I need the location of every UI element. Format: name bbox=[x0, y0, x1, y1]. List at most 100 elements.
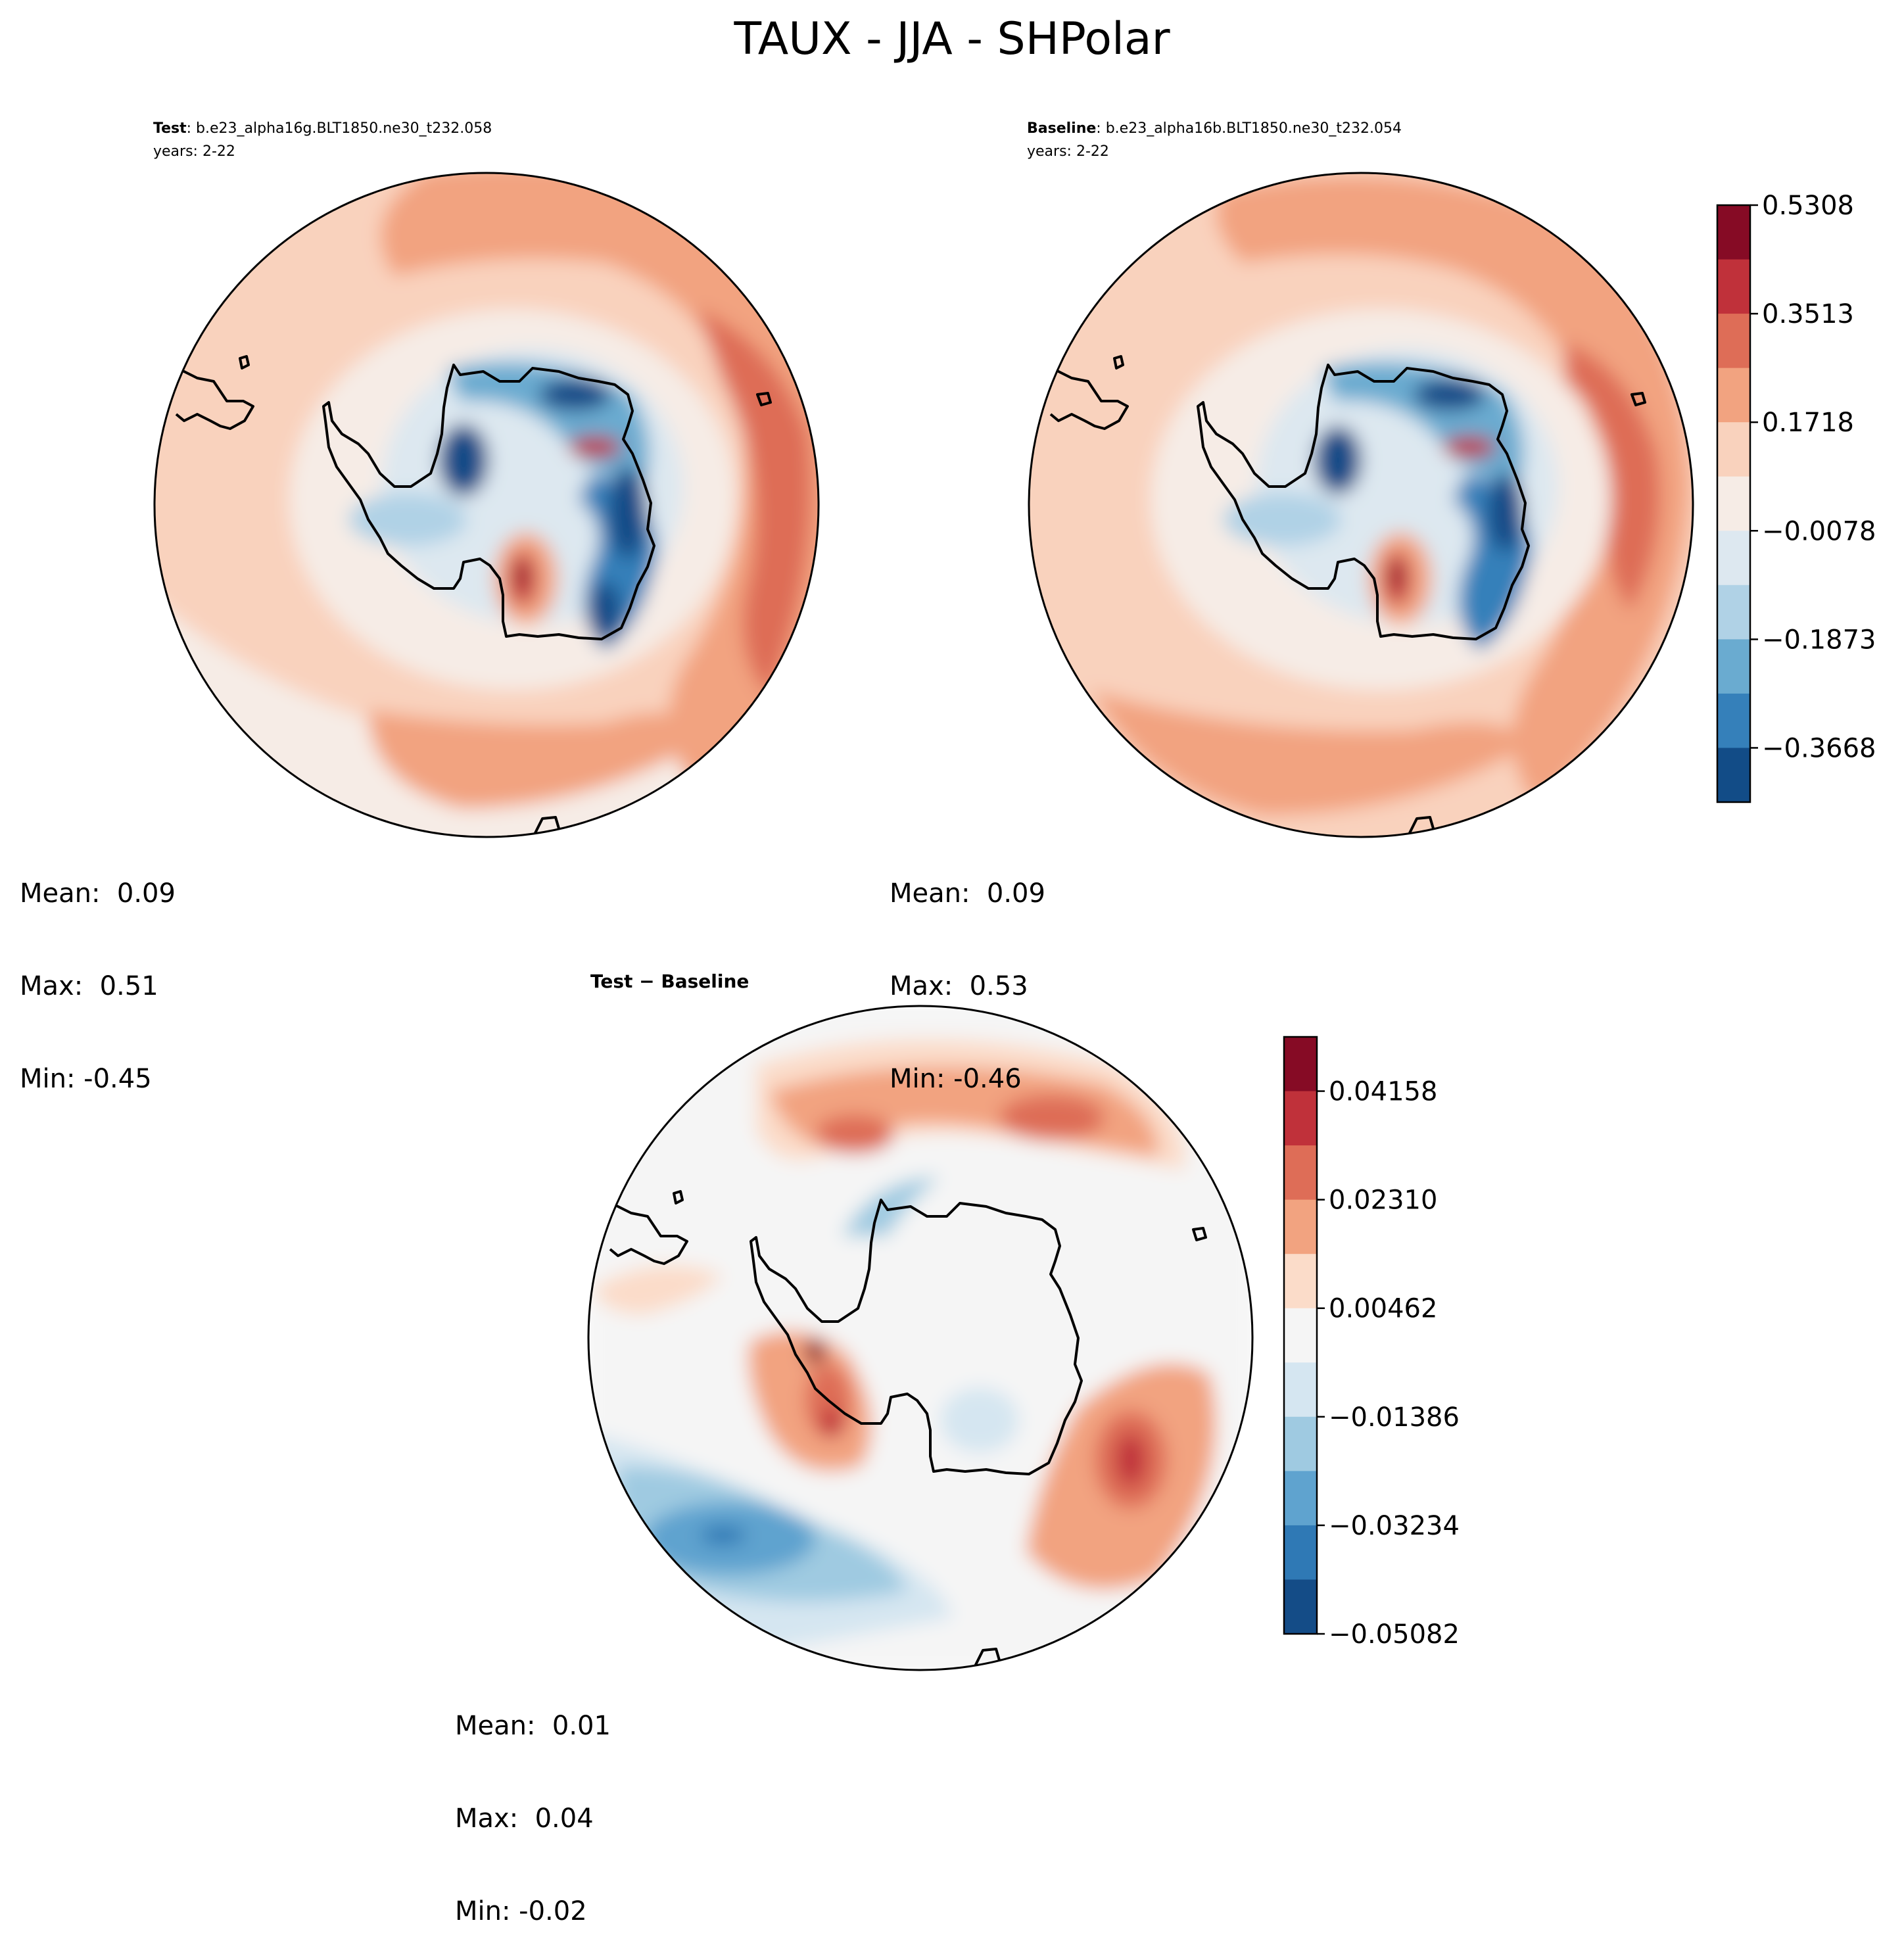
diff-island-1 bbox=[673, 1190, 684, 1205]
baseline-blue-e bbox=[1487, 473, 1524, 552]
diff-red-east-core bbox=[1116, 1433, 1145, 1486]
baseline-stats: Mean: 0.09 Max: 0.53 Min: -0.46 bbox=[890, 817, 1045, 1126]
test-south-america-coast bbox=[175, 367, 254, 430]
test-blue-ne bbox=[539, 378, 611, 411]
diff-blue-sw-core bbox=[700, 1525, 746, 1545]
diff-colorbar-segment bbox=[1284, 1471, 1317, 1526]
main-colorbar-segment bbox=[1717, 259, 1750, 314]
test-map bbox=[153, 172, 820, 838]
figure-canvas: TAUX - JJA - SHPolar Test: b.e23_alpha16… bbox=[153, 13, 1876, 1671]
baseline-panel-label: Baseline: b.e23_alpha16b.BLT1850.ne30_t2… bbox=[1027, 120, 1402, 137]
diff-colorbar-tick-label: −0.03234 bbox=[1329, 1511, 1460, 1541]
main-colorbar-segment bbox=[1717, 693, 1750, 748]
main-colorbar-tick-label: −0.1873 bbox=[1762, 625, 1876, 655]
test-contours bbox=[155, 173, 819, 837]
baseline-blue-peninsula bbox=[1223, 493, 1341, 546]
test-min: Min: -0.45 bbox=[20, 1064, 152, 1094]
test-island-1 bbox=[239, 355, 250, 370]
main-colorbar-segment bbox=[1717, 639, 1750, 694]
main-colorbar-segment bbox=[1717, 748, 1750, 803]
diff-red-ross-core-2 bbox=[820, 1409, 844, 1438]
baseline-map-boundary bbox=[1028, 172, 1694, 838]
test-panel-label: Test: b.e23_alpha16g.BLT1850.ne30_t232.0… bbox=[153, 120, 492, 137]
main-colorbar-border bbox=[1716, 204, 1751, 803]
main-colorbar-tick-label: 0.5308 bbox=[1762, 191, 1854, 221]
diff-min: Min: -0.02 bbox=[455, 1896, 587, 1926]
diff-colorbar-segment bbox=[1284, 1416, 1317, 1471]
main-colorbar-segment bbox=[1717, 205, 1750, 260]
test-mean: Mean: 0.09 bbox=[20, 878, 176, 909]
test-band-south bbox=[368, 710, 710, 809]
test-blue-center-w bbox=[439, 424, 488, 496]
test-blue-peninsula bbox=[348, 493, 467, 546]
diff-colorbar-segment bbox=[1284, 1091, 1317, 1146]
diff-colorbar-segment bbox=[1284, 1037, 1317, 1092]
baseline-blue-ne bbox=[1414, 378, 1486, 411]
baseline-bottom-coast bbox=[1406, 816, 1435, 837]
test-blue-e bbox=[608, 467, 648, 559]
diff-max: Max: 0.04 bbox=[455, 1803, 594, 1834]
baseline-red-ross-core bbox=[1391, 565, 1401, 586]
diff-coastlines bbox=[609, 1190, 1207, 1670]
diff-mean: Mean: 0.01 bbox=[455, 1711, 611, 1741]
diff-colorbar-segment bbox=[1284, 1308, 1317, 1363]
main-colorbar-segment bbox=[1717, 585, 1750, 640]
diff-colorbar-tick-label: 0.04158 bbox=[1329, 1077, 1437, 1107]
test-antarctica-coast bbox=[322, 364, 655, 640]
baseline-mean: Mean: 0.09 bbox=[890, 878, 1045, 909]
diff-colorbar-tick-label: −0.05082 bbox=[1329, 1619, 1460, 1650]
test-stats: Mean: 0.09 Max: 0.51 Min: -0.45 bbox=[20, 817, 176, 1126]
diff-south-america-coast bbox=[609, 1202, 688, 1265]
baseline-blue-center-w bbox=[1314, 426, 1362, 494]
baseline-red-spot-ne bbox=[1443, 437, 1496, 458]
baseline-band-south bbox=[1091, 690, 1532, 815]
test-label-bold: Test bbox=[153, 120, 187, 137]
main-colorbar-tick-label: −0.3668 bbox=[1762, 733, 1876, 763]
test-red-spot-ne bbox=[569, 437, 621, 458]
diff-colorbar-segment bbox=[1284, 1579, 1317, 1635]
main-colorbar-tick-label: 0.3513 bbox=[1762, 299, 1854, 329]
baseline-antarctica-coast bbox=[1197, 364, 1530, 640]
diff-blue-center bbox=[940, 1387, 1019, 1453]
diff-map-boundary bbox=[587, 1005, 1254, 1671]
baseline-south-america-coast bbox=[1049, 367, 1129, 430]
diff-red-west bbox=[592, 1265, 723, 1315]
diff-colorbar-segment bbox=[1284, 1525, 1317, 1580]
main-colorbar: 0.5308 0.3513 0.1718 −0.0078 −0.1873 −0.3668 bbox=[1716, 191, 1876, 803]
diff-colorbar: 0.04158 0.02310 0.00462 −0.01386 −0.03234 −0.… bbox=[1283, 1036, 1460, 1650]
test-island-2 bbox=[756, 392, 772, 406]
baseline-band-e-strong bbox=[1565, 342, 1660, 611]
test-blue-se bbox=[588, 582, 621, 641]
test-years-label: years: 2-22 bbox=[153, 143, 235, 160]
test-label-rest: : b.e23_alpha16g.BLT1850.ne30_t232.058 bbox=[187, 120, 492, 137]
baseline-label-rest: : b.e23_alpha16b.BLT1850.ne30_t232.054 bbox=[1096, 120, 1402, 137]
baseline-contours bbox=[1029, 173, 1693, 837]
baseline-min: Min: -0.46 bbox=[890, 1064, 1022, 1094]
diff-red-north-1 bbox=[815, 1114, 894, 1154]
diff-red-ross-core-1 bbox=[805, 1338, 825, 1364]
diff-red-north-2 bbox=[999, 1095, 1105, 1141]
diff-colorbar-segment bbox=[1284, 1254, 1317, 1309]
main-colorbar-tick-label: −0.0078 bbox=[1762, 516, 1876, 546]
baseline-coastlines bbox=[1049, 355, 1646, 837]
main-colorbar-segment bbox=[1717, 531, 1750, 586]
test-red-ross-core bbox=[516, 565, 527, 586]
diff-island-2 bbox=[1192, 1227, 1207, 1241]
test-max: Max: 0.51 bbox=[20, 971, 158, 1001]
baseline-map bbox=[1028, 172, 1694, 838]
diff-panel-label: Test − Baseline bbox=[590, 970, 749, 992]
diff-colorbar-tick-label: 0.02310 bbox=[1329, 1185, 1437, 1216]
main-colorbar-segment bbox=[1717, 314, 1750, 369]
main-colorbar-tick-label: 0.1718 bbox=[1762, 408, 1854, 438]
diff-colorbar-tick-label: 0.00462 bbox=[1329, 1294, 1437, 1324]
main-colorbar-segment bbox=[1717, 476, 1750, 531]
test-coastlines bbox=[175, 355, 772, 837]
diff-colorbar-segment bbox=[1284, 1362, 1317, 1418]
diff-antarctica-coast bbox=[750, 1199, 1083, 1475]
diff-blue-arc-n bbox=[842, 1177, 940, 1236]
baseline-band-ne bbox=[1216, 176, 1690, 809]
baseline-island-2 bbox=[1630, 392, 1646, 406]
main-colorbar-segment bbox=[1717, 368, 1750, 423]
diff-bottom-coast bbox=[972, 1648, 1001, 1670]
baseline-years-label: years: 2-22 bbox=[1027, 143, 1109, 160]
